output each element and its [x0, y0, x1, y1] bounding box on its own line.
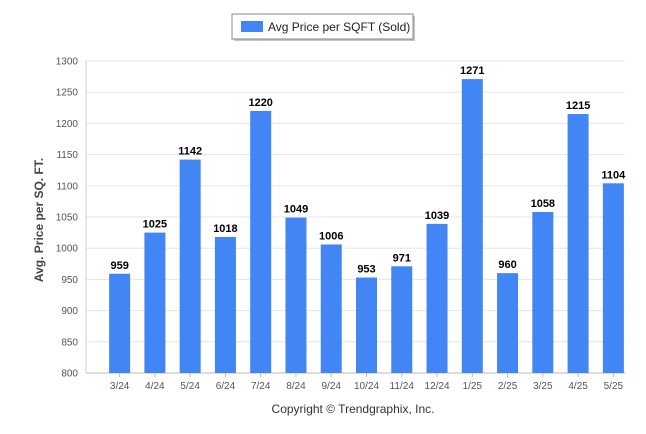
x-tick-label: 5/25: [604, 381, 624, 392]
y-tick-label: 1200: [56, 119, 79, 130]
y-tick-label: 1000: [56, 244, 79, 255]
y-tick-label: 900: [61, 306, 78, 317]
x-tick-label: 1/25: [463, 381, 483, 392]
data-label: 960: [498, 259, 516, 271]
bars-layer: [109, 79, 624, 374]
x-tick-label: 4/24: [145, 381, 165, 392]
y-axis-title: Avg. Price per SQ. FT.: [32, 158, 46, 282]
x-tick-label: 3/25: [533, 381, 553, 392]
data-label: 1039: [425, 210, 449, 222]
x-tick-label: 3/24: [110, 381, 130, 392]
data-label: 1142: [178, 146, 202, 158]
bar: [109, 273, 131, 373]
y-tick-label: 1050: [56, 213, 79, 224]
x-tick-label: 5/24: [180, 381, 200, 392]
data-label: 1220: [248, 97, 272, 109]
data-label: 971: [393, 252, 411, 264]
y-tick-label: 1300: [56, 57, 79, 68]
data-label: 1104: [601, 169, 626, 181]
x-tick-label: 8/24: [286, 381, 306, 392]
bar: [567, 114, 589, 373]
legend: Avg Price per SQFT (Sold): [231, 13, 415, 41]
x-ticks-layer: 3/24 4/24 5/24 6/24 7/24 8/24 9/24 10/24 11/24 12…: [110, 373, 624, 392]
y-tick-label: 1100: [56, 181, 78, 192]
y-tick-label: 1250: [56, 88, 79, 99]
x-tick-label: 12/24: [425, 381, 450, 392]
data-label: 953: [357, 264, 375, 276]
bar: [320, 244, 342, 373]
data-label: 959: [110, 260, 128, 272]
bar: [356, 277, 377, 373]
data-label: 1006: [319, 230, 343, 242]
legend-swatch: [241, 21, 263, 32]
x-tick-label: 11/24: [390, 381, 415, 392]
bar: [179, 159, 201, 373]
data-label: 1271: [460, 65, 484, 77]
data-label: 1025: [143, 219, 167, 231]
y-tick-label: 1150: [56, 150, 78, 161]
x-tick-label: 7/24: [251, 381, 271, 392]
bar: [426, 223, 448, 373]
bar: [214, 236, 236, 373]
copyright-text: Copyright © Trendgraphix, Inc.: [272, 402, 435, 416]
bar: [391, 266, 413, 373]
x-tick-label: 10/24: [354, 381, 379, 392]
x-tick-label: 9/24: [321, 381, 341, 392]
data-label: 1049: [284, 204, 308, 216]
bar: [144, 232, 166, 373]
data-label: 1215: [566, 100, 590, 112]
x-tick-label: 6/24: [216, 381, 236, 392]
y-tick-label: 800: [61, 369, 78, 380]
x-tick-label: 2/25: [498, 381, 518, 392]
x-tick-label: 4/25: [568, 381, 588, 392]
bar: [250, 110, 272, 374]
bar: [461, 79, 483, 373]
data-labels-layer: 959 1025 1142 1018 1220 1049 1006 953 971 1039 127…: [110, 65, 626, 275]
data-label: 1058: [531, 198, 555, 210]
y-tick-label: 850: [61, 337, 78, 348]
bar: [532, 212, 554, 373]
bar: [285, 217, 307, 373]
data-label: 1018: [213, 223, 237, 235]
bar: [497, 273, 519, 373]
legend-label: Avg Price per SQFT (Sold): [268, 20, 410, 34]
bar: [602, 183, 624, 373]
y-tick-label: 950: [61, 275, 78, 286]
